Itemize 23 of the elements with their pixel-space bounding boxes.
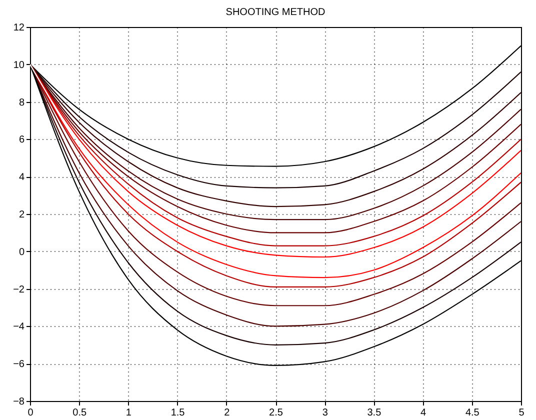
x-tick-label: 3 (322, 408, 328, 418)
x-tick-label: 0 (28, 408, 34, 418)
x-tick-label: 5 (518, 408, 525, 418)
x-tick-label: 4.5 (465, 408, 480, 418)
y-tick-label: 8 (18, 97, 25, 108)
y-tick-label: −4 (13, 322, 25, 333)
x-tick-label: 0.5 (72, 408, 87, 418)
x-tick-label: 2 (224, 408, 230, 418)
chart-title: SHOOTING METHOD (226, 7, 326, 18)
y-tick-label: 12 (13, 22, 25, 34)
x-tick-label: 3.5 (367, 408, 382, 418)
x-tick-label: 4 (420, 408, 427, 418)
y-tick-label: −8 (13, 396, 25, 408)
x-tick-label: 1 (126, 408, 132, 418)
y-tick-label: 0 (18, 246, 25, 258)
y-tick-label: 10 (13, 60, 25, 71)
y-tick-label: 6 (18, 134, 25, 146)
x-tick-label: 1.5 (170, 408, 186, 418)
y-tick-label: 4 (18, 172, 25, 184)
y-tick-label: −2 (13, 284, 25, 296)
x-tick-label: 2.5 (269, 408, 284, 418)
y-tick-label: 2 (18, 210, 25, 220)
y-tick-label: −6 (13, 359, 25, 370)
